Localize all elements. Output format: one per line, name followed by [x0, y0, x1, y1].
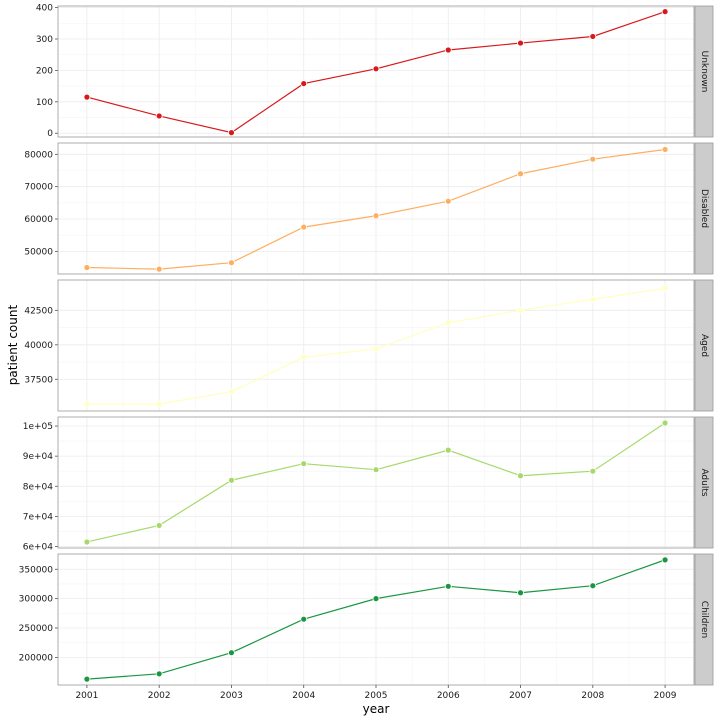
- data-point: [589, 582, 597, 590]
- data-point: [517, 589, 524, 597]
- data-point: [228, 476, 235, 484]
- facet-unknown: 0 100 200 300 400 Unknown: [36, 4, 714, 139]
- x-tick-label: 2002: [148, 691, 171, 701]
- facet-adults: 6e+04 7e+04 8e+04 9e+04 1e+05 Adults: [23, 416, 714, 552]
- data-point: [83, 538, 91, 546]
- data-point: [661, 8, 669, 16]
- data-point: [300, 460, 308, 468]
- facet-strip-label: Aged: [699, 334, 709, 357]
- data-point: [517, 39, 524, 47]
- data-point: [228, 129, 235, 137]
- data-point: [444, 46, 452, 54]
- facet-strip-label: Unknown: [699, 51, 709, 93]
- data-point: [83, 264, 91, 271]
- data-point: [517, 306, 524, 314]
- y-tick-label: 60000: [24, 215, 53, 225]
- data-point: [300, 223, 308, 231]
- data-point: [661, 556, 669, 564]
- panel-border: [57, 279, 695, 412]
- x-tick-label: 2008: [581, 691, 604, 701]
- y-tick-label: 9e+04: [23, 452, 54, 462]
- data-point: [372, 212, 380, 220]
- y-tick-label: 350000: [19, 565, 54, 575]
- facet-aged: 37500 40000 42500 Aged: [24, 279, 714, 412]
- y-tick-label: 70000: [24, 183, 53, 193]
- data-point: [589, 33, 597, 40]
- y-tick-label: 200000: [19, 653, 54, 663]
- facet-strip: [694, 553, 714, 686]
- data-point: [444, 319, 452, 327]
- x-tick-label: 2009: [654, 691, 677, 701]
- y-tick-label: 42500: [24, 306, 53, 316]
- panel-border: [57, 416, 695, 549]
- facet-strip-label: Adults: [699, 468, 709, 496]
- y-tick-label: 80000: [24, 150, 53, 160]
- y-tick-label: 400: [36, 4, 53, 14]
- y-tick-label: 300000: [19, 595, 54, 605]
- y-tick-label: 250000: [19, 624, 54, 634]
- y-tick-label: 7e+04: [23, 512, 54, 522]
- data-point: [83, 675, 91, 683]
- facet-children: 200000 250000 300000 350000 Children: [19, 553, 714, 686]
- data-point: [589, 155, 597, 163]
- data-point: [517, 472, 524, 480]
- y-tick-label: 100: [36, 98, 53, 108]
- data-point: [300, 80, 308, 87]
- panel-border: [57, 5, 695, 138]
- y-tick-label: 40000: [24, 341, 53, 351]
- facet-strip: [694, 416, 714, 549]
- data-point: [228, 649, 235, 657]
- data-point: [372, 466, 380, 474]
- y-tick-label: 200: [36, 66, 53, 76]
- data-point: [155, 670, 163, 678]
- y-tick-label: 0: [47, 129, 53, 139]
- data-point: [83, 93, 91, 101]
- y-tick-label: 1e+05: [23, 422, 53, 432]
- facet-strip-label: Disabled: [699, 189, 709, 228]
- facet-strip-label: Children: [699, 601, 709, 638]
- data-point: [661, 419, 669, 427]
- data-point: [372, 65, 380, 73]
- data-point: [155, 400, 163, 408]
- x-tick-label: 2004: [292, 691, 315, 701]
- facet-panels: 0 100 200 300 400 Unknown 50000 60000 70000 80000…: [19, 4, 714, 686]
- y-tick-label: 37500: [24, 375, 53, 385]
- data-point: [155, 522, 163, 529]
- x-tick-label: 2001: [75, 691, 98, 701]
- data-point: [155, 265, 163, 273]
- data-point: [300, 615, 308, 623]
- data-point: [372, 345, 380, 353]
- x-axis-title: year: [363, 702, 390, 716]
- panel-border: [57, 142, 695, 275]
- data-point: [155, 112, 163, 120]
- y-tick-label: 6e+04: [23, 542, 54, 552]
- data-point: [589, 467, 597, 475]
- y-tick-label: 8e+04: [23, 482, 54, 492]
- data-point: [589, 295, 597, 303]
- facet-disabled: 50000 60000 70000 80000 Disabled: [24, 142, 714, 275]
- x-tick-label: 2003: [220, 691, 243, 701]
- data-point: [444, 446, 452, 454]
- data-point: [444, 582, 452, 590]
- facet-strip: [694, 5, 714, 138]
- data-point: [661, 146, 669, 153]
- x-tick-label: 2006: [437, 691, 460, 701]
- facet-strip: [694, 142, 714, 275]
- data-point: [661, 284, 669, 292]
- y-tick-label: 300: [36, 35, 53, 45]
- data-point: [300, 353, 308, 361]
- data-point: [444, 197, 452, 205]
- x-axis: 2001 2002 2003 2004 2005 2006 2007 2008 2009: [75, 685, 677, 701]
- data-point: [228, 388, 235, 396]
- data-point: [372, 595, 380, 603]
- data-point: [83, 400, 91, 408]
- x-tick-label: 2005: [365, 691, 388, 701]
- data-point: [228, 259, 235, 267]
- data-point: [517, 170, 524, 178]
- facet-strip: [694, 279, 714, 412]
- x-tick-label: 2007: [509, 691, 532, 701]
- y-axis-title: patient count: [6, 305, 20, 386]
- y-tick-label: 50000: [24, 247, 53, 257]
